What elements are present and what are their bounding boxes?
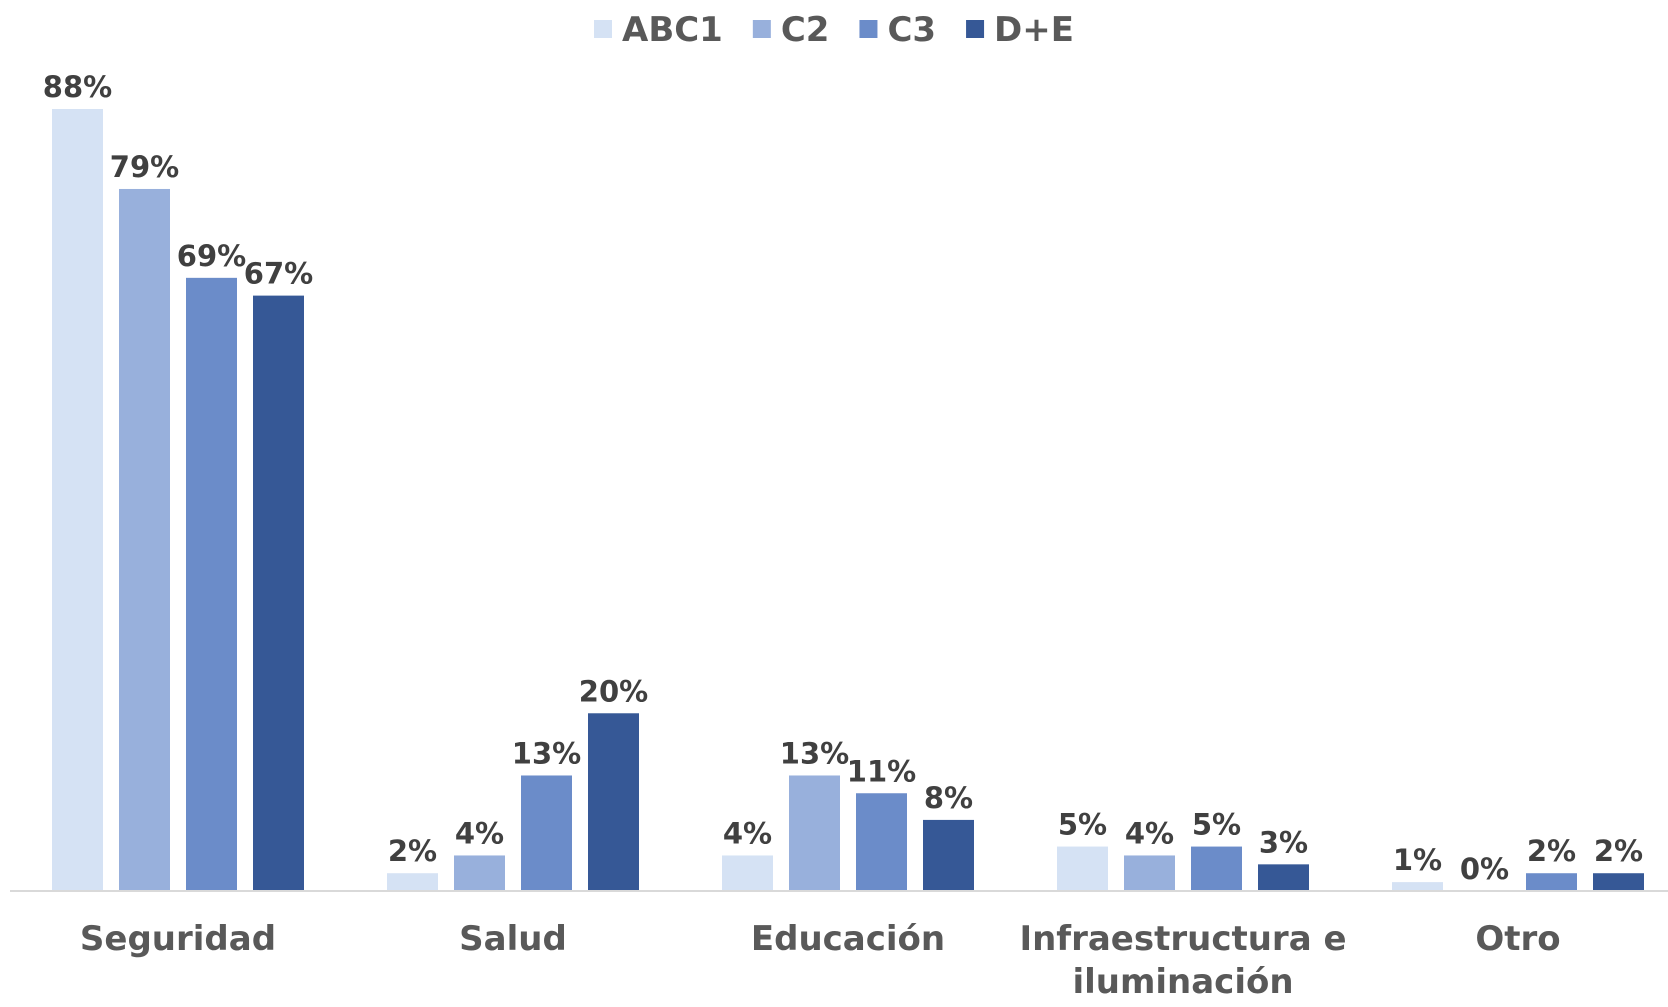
bar-abc1-0	[52, 109, 103, 891]
legend: ABC1 C2 C3 D+E	[594, 10, 1074, 50]
bar-c3-3	[1191, 846, 1242, 891]
bar-c3-1	[521, 775, 572, 891]
data-label: 2%	[1527, 834, 1576, 868]
data-label: 69%	[177, 239, 246, 273]
category-label: iluminación	[1072, 962, 1293, 1002]
category-label: Otro	[1475, 919, 1560, 959]
bar-c2-2	[789, 775, 840, 891]
legend-item: D+E	[966, 10, 1074, 50]
data-label: 5%	[1058, 808, 1107, 842]
legend-item: ABC1	[594, 10, 723, 50]
data-label: 2%	[1594, 834, 1643, 868]
bars	[52, 109, 1644, 891]
bar-c3-2	[856, 793, 907, 891]
legend-item: C3	[859, 10, 936, 50]
legend-swatch	[752, 20, 771, 38]
bar-abc1-2	[722, 855, 773, 891]
bar-de-2	[923, 819, 974, 891]
bar-c3-4	[1526, 873, 1577, 891]
data-label: 4%	[1125, 816, 1174, 850]
data-label: 20%	[579, 674, 648, 708]
bar-abc1-1	[387, 873, 438, 891]
data-label: 0%	[1460, 852, 1509, 886]
bar-c3-0	[186, 277, 237, 891]
data-label: 8%	[924, 781, 973, 815]
bar-de-0	[253, 295, 304, 891]
bar-de-1	[588, 713, 639, 891]
bar-c2-0	[119, 188, 170, 891]
category-label: Salud	[459, 919, 567, 959]
data-label: 4%	[723, 816, 772, 850]
data-label: 1%	[1393, 843, 1442, 877]
legend-swatch	[859, 20, 878, 38]
legend-label: C2	[781, 10, 830, 50]
legend-label: ABC1	[622, 10, 723, 50]
data-label: 3%	[1259, 825, 1308, 859]
legend-swatch	[594, 20, 613, 38]
legend-item: C2	[752, 10, 830, 50]
data-label: 5%	[1192, 808, 1241, 842]
bar-c2-3	[1124, 855, 1175, 891]
bar-de-4	[1593, 873, 1644, 891]
data-label: 2%	[388, 834, 437, 868]
legend-label: C3	[887, 10, 936, 50]
legend-swatch	[966, 20, 985, 38]
bar-de-3	[1258, 864, 1309, 891]
data-label: 79%	[110, 150, 179, 184]
data-label: 13%	[780, 736, 849, 770]
category-label: Infraestructura e	[1019, 919, 1346, 959]
category-labels: Seguridad Salud Educación Infraestructura e…	[80, 919, 1561, 1002]
data-label: 13%	[512, 736, 581, 770]
bar-c2-1	[454, 855, 505, 891]
data-label: 4%	[455, 816, 504, 850]
data-labels: 88%79%69%67%2%4%13%20%4%13%11%8%5% 4% 5%3%…	[43, 70, 1643, 886]
data-label: 11%	[847, 754, 916, 788]
bar-abc1-4	[1392, 882, 1443, 891]
bar-abc1-3	[1057, 846, 1108, 891]
category-label: Seguridad	[80, 919, 276, 959]
data-label: 88%	[43, 70, 112, 104]
category-label: Educación	[751, 919, 945, 959]
data-label: 67%	[244, 257, 313, 291]
legend-label: D+E	[994, 10, 1074, 50]
